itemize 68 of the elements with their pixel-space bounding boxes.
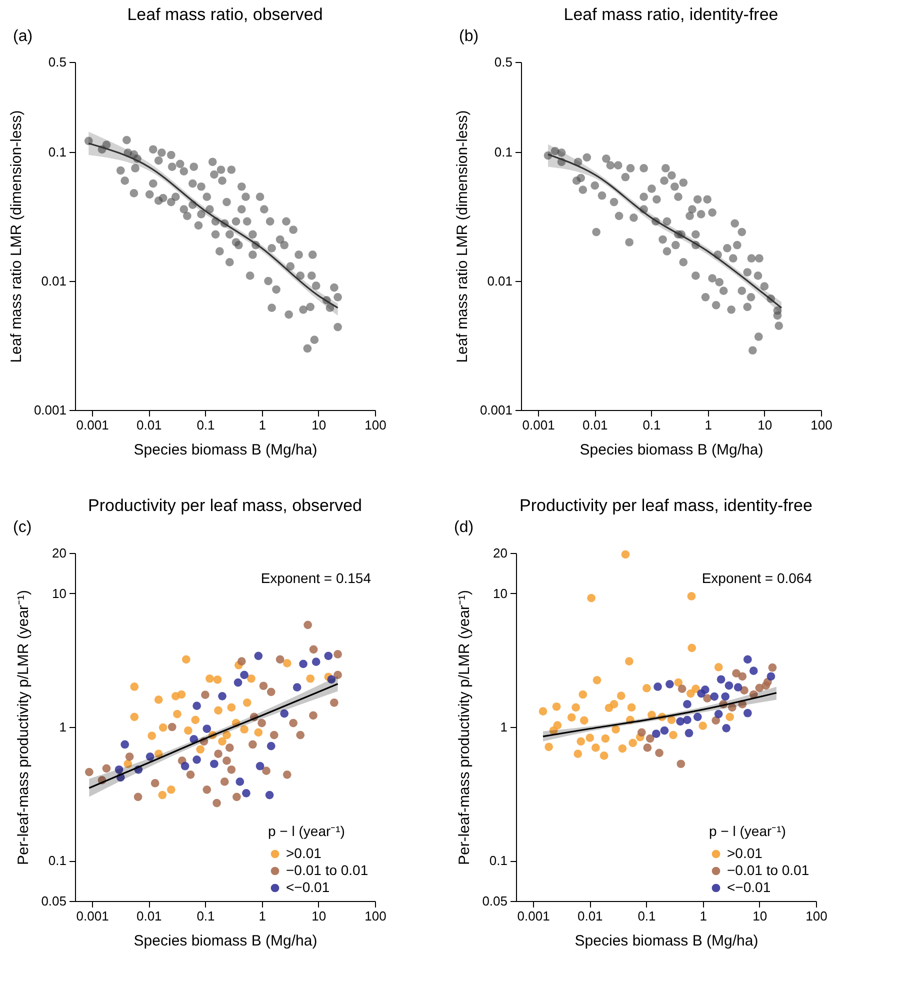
y-tick-label: 0.5 bbox=[494, 54, 512, 70]
text: (d) bbox=[454, 519, 474, 536]
y-tick-label: 0.1 bbox=[48, 144, 66, 160]
y-axis-title: Leaf mass ratio LMR (dimension-less) bbox=[454, 110, 471, 363]
x-tick-label: 0.1 bbox=[196, 418, 215, 432]
y-tick-label: 1 bbox=[59, 720, 66, 734]
y-tick-label: 0.01 bbox=[41, 274, 66, 289]
x-tick-label: 1 bbox=[704, 418, 712, 432]
x-tick-label: 0.001 bbox=[76, 418, 109, 432]
legend-title: p − l (year⁻¹) bbox=[709, 823, 786, 839]
x-tick-label: 100 bbox=[364, 908, 386, 924]
x-tick-label: 0.001 bbox=[522, 418, 555, 432]
legend-label: <−0.01 bbox=[727, 879, 771, 895]
y-tick-label: 0.05 bbox=[482, 894, 508, 908]
y-axis-title: Per-leaf-mass productivity p/LMR (year⁻¹) bbox=[15, 590, 32, 866]
x-tick-label: 10 bbox=[312, 418, 326, 432]
x-tick-label: 0.001 bbox=[76, 908, 109, 924]
x-tick-label: 0.1 bbox=[642, 418, 661, 432]
y-axis-title: Leaf mass ratio LMR (dimension-less) bbox=[8, 110, 25, 363]
x-axis-title: Species biomass B (Mg/ha) bbox=[134, 442, 318, 458]
x-tick-label: 10 bbox=[312, 908, 326, 924]
x-tick-label: 10 bbox=[752, 908, 768, 924]
y-tick-label: 0.1 bbox=[494, 144, 512, 160]
text: (c) bbox=[13, 519, 32, 536]
x-axis-title: Species biomass B (Mg/ha) bbox=[574, 932, 758, 950]
y-tick-label: 0.5 bbox=[48, 54, 66, 70]
chart-title: Productivity per leaf mass, observed bbox=[88, 496, 362, 515]
annotation: Exponent = 0.064 bbox=[702, 570, 812, 586]
x-tick-label: 100 bbox=[364, 418, 386, 432]
x-tick-label: 100 bbox=[806, 908, 828, 924]
chart-title: Leaf mass ratio, observed bbox=[127, 5, 323, 24]
x-tick-label: 0.1 bbox=[638, 908, 656, 924]
y-axis-title: Per-leaf-mass productivity p/LMR (year⁻¹) bbox=[456, 590, 474, 866]
y-tick-label: 0.1 bbox=[48, 853, 66, 868]
x-tick-label: 0.01 bbox=[136, 418, 162, 432]
text: (b) bbox=[459, 28, 479, 45]
x-tick-label: 0.1 bbox=[196, 908, 215, 924]
legend-label: <−0.01 bbox=[286, 879, 330, 895]
chart-title: Productivity per leaf mass, identity-free bbox=[520, 496, 812, 515]
y-tick-label: 20 bbox=[493, 546, 508, 560]
x-tick-label: 1 bbox=[700, 908, 707, 924]
text: (a) bbox=[13, 28, 33, 45]
x-axis-title: Species biomass B (Mg/ha) bbox=[134, 932, 318, 950]
y-tick-label: 0.01 bbox=[487, 274, 512, 289]
x-tick-label: 1 bbox=[258, 418, 266, 432]
x-tick-label: 1 bbox=[258, 908, 266, 924]
y-tick-label: 0.05 bbox=[41, 894, 66, 908]
chart-title: Leaf mass ratio, identity-free bbox=[564, 5, 778, 24]
y-tick-label: 10 bbox=[52, 586, 66, 601]
legend-title: p − l (year⁻¹) bbox=[268, 823, 345, 839]
x-tick-label: 100 bbox=[810, 418, 832, 432]
x-tick-label: 0.001 bbox=[517, 908, 550, 924]
annotation: Exponent = 0.154 bbox=[260, 570, 372, 586]
x-tick-label: 0.01 bbox=[136, 908, 162, 924]
legend-label: −0.01 to 0.01 bbox=[286, 862, 368, 878]
x-axis-title: Species biomass B (Mg/ha) bbox=[580, 442, 764, 458]
y-tick-label: 0.001 bbox=[34, 402, 66, 418]
y-tick-label: 0.1 bbox=[489, 853, 508, 868]
legend-label: >0.01 bbox=[286, 845, 322, 861]
y-tick-label: 10 bbox=[493, 586, 508, 601]
y-tick-label: 1 bbox=[500, 720, 508, 734]
legend-label: >0.01 bbox=[727, 845, 763, 861]
x-tick-label: 0.01 bbox=[582, 418, 608, 432]
x-tick-label: 10 bbox=[758, 418, 772, 432]
y-tick-label: 0.001 bbox=[480, 402, 512, 418]
legend-label: −0.01 to 0.01 bbox=[727, 862, 810, 878]
x-tick-label: 0.01 bbox=[577, 908, 603, 924]
y-tick-label: 20 bbox=[52, 546, 66, 560]
